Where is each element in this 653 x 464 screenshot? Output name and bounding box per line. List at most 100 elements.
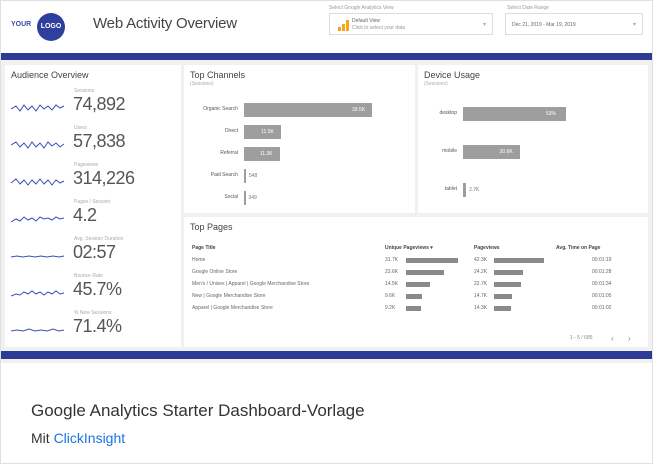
page-title-cell[interactable]: New | Google Merchandise Store — [192, 293, 266, 299]
chevron-down-icon: ▾ — [482, 22, 486, 28]
metric-label: Bounce Rate — [74, 273, 103, 279]
device-value: 53% — [546, 111, 557, 117]
unique-pageviews-bar — [406, 294, 422, 299]
device-value: 2.7K — [469, 187, 480, 193]
metric-card: Pageviews 314,226 — [5, 159, 181, 199]
device-row[interactable]: tablet 2.7K — [445, 183, 566, 197]
sparkline — [11, 255, 65, 258]
chevron-down-icon: ▾ — [632, 22, 636, 28]
device-bar — [463, 145, 520, 159]
device-bar — [463, 183, 467, 197]
author-link[interactable]: ClickInsight — [53, 430, 126, 446]
metric-card: Avg. Session Duration 02:57 — [5, 233, 181, 273]
channel-label: Organic Search — [203, 106, 238, 112]
footer-band — [1, 351, 652, 359]
account-control-label: Select Google Analytics View — [329, 5, 394, 11]
channel-value: 548 — [248, 173, 258, 179]
channel-row[interactable]: Organic Search 39.5K — [203, 103, 372, 117]
pageviews-bar — [494, 306, 511, 311]
page-title-cell[interactable]: Home — [192, 257, 206, 263]
sparkline — [11, 141, 65, 149]
avg-time-cell: 00:01:34 — [592, 281, 612, 287]
channels-title: Top Channels — [190, 70, 246, 80]
channel-value: 11.3K — [259, 151, 273, 157]
page-title-cell[interactable]: Google Online Store — [192, 269, 238, 275]
date-control-label: Select Date Range — [507, 5, 549, 11]
device-label: desktop — [439, 110, 457, 116]
unique-pageviews-cell: 23.6K — [385, 269, 399, 275]
logo-your-text: YOUR — [11, 21, 32, 28]
top-pages-panel: Top Pages Page Title Unique Pageviews ▾ … — [184, 217, 648, 347]
col-pageviews[interactable]: Pageviews — [474, 245, 500, 251]
device-label: mobile — [442, 148, 457, 154]
pageviews-cell: 22.7K — [474, 281, 488, 287]
channel-bar — [244, 169, 246, 183]
pageviews-bar — [494, 282, 521, 287]
audience-title: Audience Overview — [11, 70, 89, 80]
metric-label: Sessions — [74, 88, 95, 94]
channel-label: Referral — [220, 150, 238, 156]
channel-row[interactable]: Social 349 — [224, 191, 372, 205]
col-page-title[interactable]: Page Title — [192, 245, 216, 251]
avg-time-cell: 00:01:02 — [592, 305, 612, 311]
header-band — [1, 53, 652, 60]
metric-label: Pages / Session — [74, 199, 111, 205]
device-row[interactable]: mobile 20.6K — [442, 145, 566, 159]
channel-label: Social — [224, 194, 238, 200]
pageviews-cell: 24.2K — [474, 269, 488, 275]
byline-prefix: Mit — [31, 430, 50, 446]
avg-time-cell: 00:01:05 — [592, 293, 612, 299]
google-analytics-icon — [338, 20, 349, 31]
pageviews-bar — [494, 294, 512, 299]
channel-label: Paid Search — [210, 172, 238, 178]
prev-page-icon[interactable]: ‹ — [611, 334, 614, 343]
pageviews-cell: 42.3K — [474, 257, 488, 263]
metric-value: 4.2 — [73, 205, 97, 225]
date-range-selector[interactable]: Dec 21, 2019 - Mar 19, 2019 ▾ — [505, 13, 643, 35]
account-selector[interactable]: Default View Click to select your data ▾ — [329, 13, 493, 35]
channel-row[interactable]: Paid Search 548 — [211, 169, 372, 183]
col-avg-time[interactable]: Avg. Time on Page — [556, 245, 601, 251]
device-label: tablet — [444, 186, 457, 192]
unique-pageviews-bar — [406, 258, 458, 263]
metric-card: Bounce Rate 45.7% — [5, 270, 181, 310]
pagination-label: 1 - 5 / 685 — [570, 335, 593, 341]
page-title-cell[interactable]: Apparel | Google Merchandise Store — [192, 305, 273, 311]
channels-subtitle: (Sessions) — [190, 81, 214, 87]
metric-value: 57,838 — [73, 131, 126, 151]
channel-bar — [244, 147, 280, 161]
metric-label: Avg. Session Duration — [74, 236, 124, 242]
sparkline — [11, 290, 65, 297]
unique-pageviews-bar — [406, 306, 422, 311]
sparkline — [11, 216, 65, 223]
devices-subtitle: (Sessions) — [424, 81, 448, 87]
audience-overview-panel: Audience Overview Sessions 74,892 Users 57,… — [5, 65, 181, 347]
pageviews-bar — [494, 270, 523, 275]
report-header: YOUR LOGO Web Activity Overview Select G… — [1, 1, 652, 53]
unique-pageviews-cell: 14.5K — [385, 281, 399, 287]
dashboard-thumbnail[interactable]: YOUR LOGO Web Activity Overview Select G… — [1, 1, 652, 363]
col-unique-pageviews[interactable]: Unique Pageviews ▾ — [385, 245, 433, 251]
channel-bar — [244, 103, 372, 117]
channel-row[interactable]: Referral 11.3K — [220, 147, 372, 161]
sparkline — [11, 104, 65, 112]
page-title-cell[interactable]: Men's / Unisex | Apparel | Google Mercha… — [192, 281, 310, 287]
unique-pageviews-cell: 9.6K — [385, 293, 396, 299]
metric-card: Pages / Session 4.2 — [5, 196, 181, 236]
channel-row[interactable]: Direct 11.5K — [225, 125, 372, 139]
device-row[interactable]: desktop 53% — [439, 107, 566, 121]
metric-card: % New Sessions 71.4% — [5, 307, 181, 347]
template-title[interactable]: Google Analytics Starter Dashboard-Vorla… — [31, 401, 365, 420]
avg-time-cell: 00:01:28 — [592, 269, 612, 275]
device-bar — [463, 107, 566, 121]
metric-value: 02:57 — [73, 242, 116, 262]
logo: YOUR LOGO — [7, 11, 69, 41]
metric-value: 314,226 — [73, 168, 135, 188]
next-page-icon[interactable]: › — [628, 334, 631, 343]
metric-label: % New Sessions — [74, 310, 112, 316]
device-value: 20.6K — [499, 149, 513, 155]
template-byline: Mit ClickInsight — [31, 430, 125, 446]
channel-value: 39.5K — [352, 107, 366, 113]
metric-label: Pageviews — [74, 162, 99, 168]
